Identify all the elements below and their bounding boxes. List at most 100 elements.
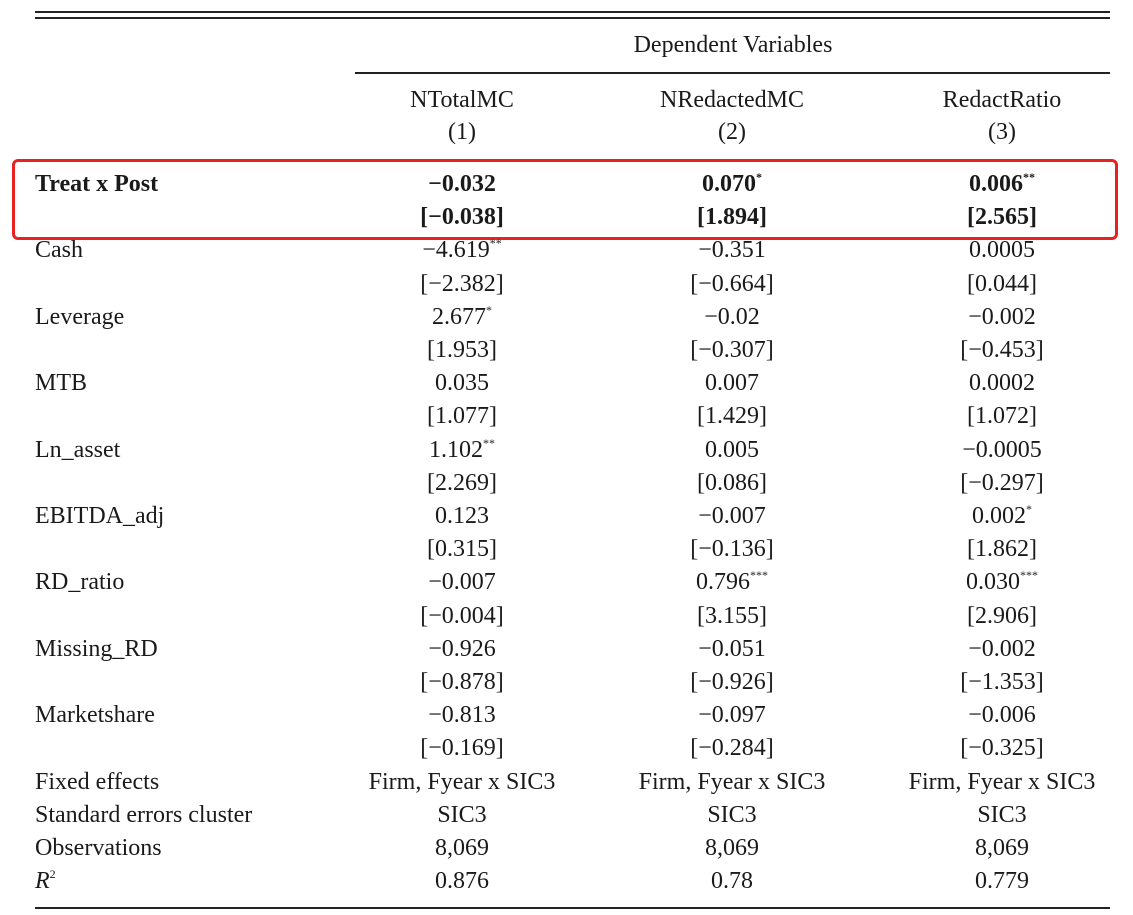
footer-label-text: Observations (35, 835, 162, 861)
t-statistic: [−0.878] (420, 669, 504, 695)
top-rule (35, 11, 1110, 13)
coef-value: −0.007 (698, 503, 766, 529)
coef-value: −0.002 (968, 303, 1036, 330)
coefficient: −0.813 (428, 701, 496, 729)
significance-stars: ** (489, 236, 502, 251)
footer-value: Firm, Fyear x SIC3 (368, 768, 556, 795)
coefficient: 0.002* (972, 502, 1032, 530)
coefficient: 0.005 (705, 436, 759, 464)
coef-value: 0.005 (705, 436, 759, 463)
top-rule (35, 17, 1110, 19)
footer-value: 0.78 (711, 868, 753, 895)
footer-value: 8,069 (975, 835, 1029, 861)
coef-value: −0.351 (698, 237, 766, 264)
coefficient: 0.007 (705, 369, 759, 397)
coef-value: −0.006 (968, 702, 1036, 729)
coefficient: −0.0005 (962, 436, 1042, 464)
coef-value: 0.006 (969, 171, 1023, 197)
t-statistic: [−0.664] (690, 270, 774, 297)
coefficient: −4.619** (422, 236, 502, 264)
coefficient: 0.0002 (969, 369, 1035, 397)
row-label: Missing_RD (35, 635, 158, 662)
footer-label-text: R (35, 868, 50, 895)
t-statistic: [3.155] (697, 602, 767, 629)
t-statistic: [0.044] (967, 270, 1037, 297)
row-label: Cash (35, 237, 83, 264)
coef-value: 0.035 (435, 370, 489, 397)
coefficient: −0.351 (698, 236, 766, 264)
column-number: (3) (988, 119, 1016, 145)
footer-value: SIC3 (977, 801, 1027, 828)
coef-value: −0.813 (428, 702, 496, 729)
coef-value: 0.002 (972, 503, 1026, 529)
group-header: Dependent Variables (633, 32, 833, 58)
column-number: (2) (718, 119, 746, 145)
footer-value: SIC3 (437, 801, 487, 828)
column-name: RedactRatio (942, 87, 1062, 113)
t-statistic: [−0.284] (690, 735, 774, 762)
significance-stars: *** (750, 568, 768, 583)
row-label: Treat x Post (35, 171, 159, 197)
row-label: Leverage (35, 303, 125, 330)
footer-label: Fixed effects (35, 768, 159, 796)
coefficient: −0.007 (698, 502, 766, 530)
t-statistic: [2.269] (427, 469, 497, 496)
coef-value: −0.0005 (962, 436, 1042, 463)
t-statistic: [−0.004] (420, 602, 504, 629)
coefficient: 1.102** (429, 436, 495, 464)
t-statistic: [−0.307] (690, 337, 774, 363)
footer-label: Standard errors cluster (35, 801, 252, 829)
coefficient: −0.007 (428, 568, 496, 596)
t-statistic: [0.315] (427, 536, 497, 563)
coefficient: −0.032 (428, 170, 496, 198)
t-statistic: [1.077] (427, 403, 497, 430)
coef-value: 1.102 (429, 436, 483, 463)
coef-value: 2.677 (432, 303, 486, 330)
coefficient: 0.006** (969, 170, 1035, 198)
t-statistic: [1.894] (697, 204, 767, 231)
t-statistic: [−0.297] (960, 469, 1044, 496)
footer-label: R2 (35, 867, 56, 895)
coefficient: 0.796*** (696, 568, 768, 596)
t-statistic: [−0.136] (690, 536, 774, 563)
significance-stars: * (756, 170, 762, 184)
t-statistic: [0.086] (697, 469, 767, 496)
t-statistic: [−0.038] (420, 204, 504, 231)
footer-value: 8,069 (435, 835, 489, 861)
coefficient: 0.123 (435, 502, 489, 530)
coef-value: −0.097 (698, 702, 766, 729)
t-statistic: [−0.325] (960, 735, 1044, 762)
significance-stars: ** (1023, 170, 1035, 184)
coef-value: −0.051 (698, 635, 766, 662)
coef-value: −0.02 (704, 303, 760, 330)
t-statistic: [1.072] (967, 403, 1037, 430)
coef-value: 0.007 (705, 370, 759, 397)
t-statistic: [−1.353] (960, 669, 1044, 695)
row-label: RD_ratio (35, 569, 125, 596)
significance-stars: ** (483, 435, 495, 450)
significance-stars: *** (1020, 568, 1038, 583)
coef-value: 0.030 (966, 569, 1020, 596)
row-label: EBITDA_adj (35, 503, 165, 529)
coef-value: −0.007 (428, 569, 496, 596)
t-statistic: [−0.453] (960, 337, 1044, 363)
t-statistic: [1.862] (967, 536, 1037, 563)
significance-stars: * (1026, 502, 1032, 516)
footer-value: SIC3 (707, 801, 757, 828)
coefficient: 0.070* (702, 170, 762, 198)
coef-value: −4.619 (422, 237, 490, 264)
coefficient: 0.0005 (969, 236, 1035, 264)
coefficient: −0.051 (698, 635, 766, 663)
coefficient: −0.02 (704, 303, 760, 331)
footer-label-text: Fixed effects (35, 768, 160, 795)
column-number: (1) (448, 119, 476, 145)
coef-value: −0.926 (428, 635, 496, 662)
coef-value: 0.0005 (969, 237, 1035, 264)
footer-label-sup: 2 (49, 867, 56, 882)
significance-stars: * (486, 302, 492, 317)
footer-label: Observations (35, 834, 162, 862)
row-label: Marketshare (35, 702, 155, 729)
t-statistic: [2.565] (967, 204, 1037, 231)
coefficient: −0.002 (968, 303, 1036, 331)
